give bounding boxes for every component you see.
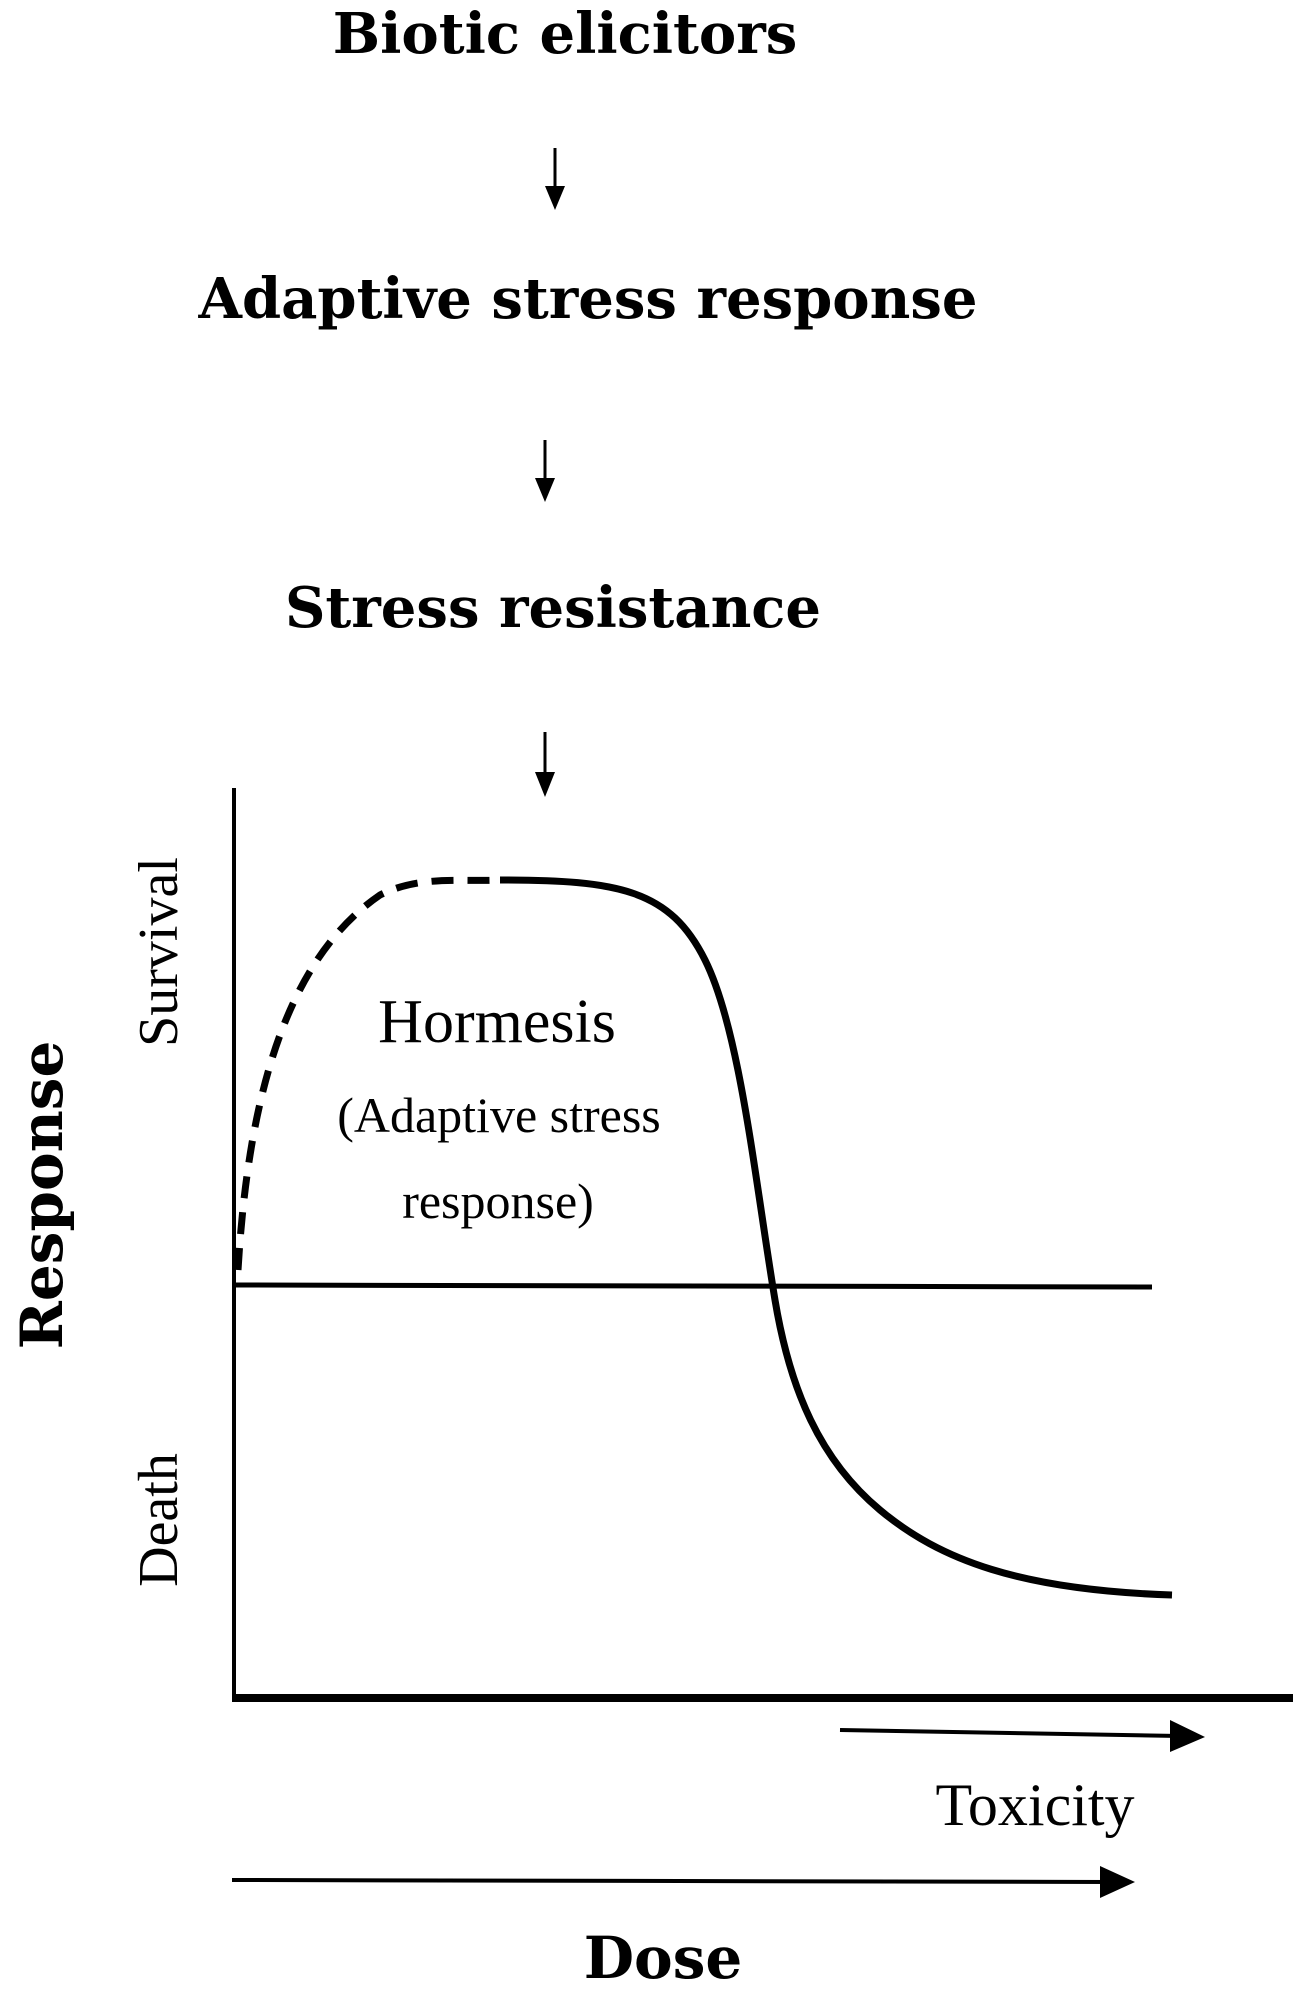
toxicity-label: Toxicity [935, 1772, 1134, 1838]
y-axis-title-response: Response [8, 1041, 76, 1350]
dose-label: Dose [584, 1924, 743, 1992]
flow-step-biotic-elicitors: Biotic elicitors [333, 1, 798, 67]
hormesis-dashed-curve [234, 876, 501, 1271]
flow-step-stress-resistance: Stress resistance [285, 575, 821, 641]
dose-arrow [231, 1866, 1135, 1898]
flow-step-adaptive-stress-response: Adaptive stress response [198, 266, 978, 332]
flow-arrow-1 [545, 148, 565, 210]
flow-arrow-2 [535, 440, 555, 502]
toxicity-arrow [839, 1720, 1205, 1752]
dose-response-curve [499, 876, 1173, 1599]
flow-arrow-3 [535, 732, 555, 797]
hormesis-subtitle-line1: (Adaptive stress [337, 1087, 661, 1143]
baseline [233, 1282, 1153, 1290]
hormesis-subtitle-line2: response) [402, 1173, 594, 1229]
y-label-death: Death [128, 1453, 190, 1587]
y-label-survival: Survival [128, 857, 190, 1047]
hormesis-title: Hormesis [378, 988, 616, 1056]
